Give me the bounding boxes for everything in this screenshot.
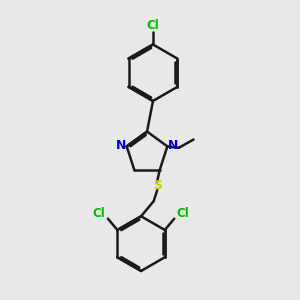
Text: N: N <box>167 139 178 152</box>
Text: N: N <box>116 139 126 152</box>
Text: Cl: Cl <box>93 207 105 220</box>
Text: Cl: Cl <box>177 207 190 220</box>
Text: Cl: Cl <box>147 19 159 32</box>
Text: S: S <box>153 179 162 192</box>
